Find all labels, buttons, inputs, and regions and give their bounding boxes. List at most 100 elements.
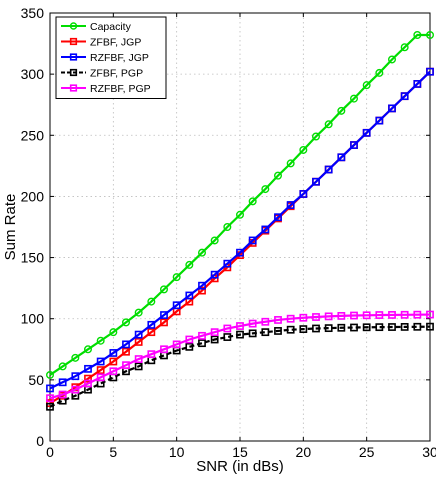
data-point bbox=[274, 316, 282, 324]
legend-entry: Capacity bbox=[61, 21, 132, 33]
data-point bbox=[172, 273, 181, 282]
data-point bbox=[337, 323, 346, 332]
data-point bbox=[350, 94, 359, 103]
y-tick-label: 250 bbox=[21, 127, 45, 143]
data-point bbox=[109, 357, 118, 366]
series-line bbox=[49, 313, 431, 400]
data-point bbox=[299, 145, 308, 154]
data-point bbox=[185, 342, 194, 351]
data-point bbox=[362, 311, 371, 320]
data-point bbox=[312, 313, 320, 321]
data-point bbox=[58, 378, 67, 387]
data-point bbox=[185, 291, 194, 300]
data-point bbox=[147, 350, 156, 359]
data-point bbox=[210, 335, 219, 344]
data-point bbox=[84, 379, 92, 388]
data-point bbox=[134, 338, 143, 346]
legend-entry: RZFBF, JGP bbox=[61, 52, 149, 64]
data-point bbox=[248, 197, 257, 206]
data-point bbox=[134, 362, 143, 371]
data-point bbox=[324, 165, 333, 174]
y-tick-label: 0 bbox=[36, 433, 44, 449]
data-point bbox=[350, 141, 358, 149]
legend-entry: RZFBF, PGP bbox=[61, 83, 151, 95]
data-point bbox=[96, 366, 105, 374]
data-point bbox=[362, 81, 371, 90]
data-point bbox=[109, 328, 118, 337]
data-point bbox=[109, 349, 118, 357]
data-point bbox=[286, 314, 295, 323]
data-point bbox=[197, 248, 206, 257]
data-point bbox=[198, 331, 206, 340]
data-point bbox=[134, 355, 143, 363]
data-point bbox=[58, 390, 67, 399]
data-point bbox=[210, 236, 219, 245]
data-point bbox=[286, 159, 295, 168]
data-point bbox=[388, 104, 396, 113]
data-point bbox=[236, 330, 244, 339]
data-point bbox=[248, 236, 257, 245]
data-point bbox=[160, 318, 168, 327]
y-tick-label: 100 bbox=[21, 311, 45, 327]
data-point bbox=[236, 248, 244, 257]
series-layer bbox=[46, 31, 435, 411]
data-point bbox=[413, 80, 422, 88]
data-point bbox=[71, 353, 80, 362]
data-point bbox=[299, 325, 308, 334]
y-tick-label: 350 bbox=[21, 5, 45, 21]
legend-swatch-marker bbox=[69, 22, 78, 30]
data-point bbox=[223, 222, 232, 231]
x-tick-label: 20 bbox=[296, 444, 312, 460]
data-point bbox=[46, 402, 54, 411]
legend-entry: ZFBF, PGP bbox=[61, 67, 143, 79]
data-point bbox=[350, 311, 358, 320]
data-point bbox=[400, 323, 409, 331]
data-point bbox=[426, 31, 435, 40]
data-point bbox=[236, 322, 244, 330]
data-point bbox=[286, 325, 295, 334]
series-rzfbf-pgp bbox=[46, 310, 434, 403]
series-capacity bbox=[46, 31, 435, 379]
y-tick-label: 50 bbox=[28, 372, 44, 388]
data-point bbox=[274, 327, 282, 335]
data-point bbox=[299, 190, 308, 198]
x-tick-label: 0 bbox=[46, 444, 54, 460]
data-point bbox=[426, 67, 434, 76]
data-point bbox=[58, 362, 67, 371]
data-point bbox=[324, 312, 333, 321]
y-tick-label: 300 bbox=[21, 66, 45, 82]
legend-label: RZFBF, JGP bbox=[90, 52, 149, 64]
series-line bbox=[49, 325, 431, 408]
data-point bbox=[71, 385, 80, 394]
data-point bbox=[185, 335, 194, 344]
data-point bbox=[337, 153, 346, 162]
data-point bbox=[388, 55, 397, 64]
data-point bbox=[312, 177, 320, 186]
data-point bbox=[96, 373, 105, 382]
data-point bbox=[172, 301, 181, 310]
data-point bbox=[324, 324, 333, 333]
x-tick-label: 10 bbox=[169, 444, 185, 460]
legend-label: RZFBF, PGP bbox=[90, 83, 151, 95]
data-point bbox=[185, 260, 194, 269]
data-point bbox=[210, 270, 219, 279]
data-point bbox=[362, 128, 371, 137]
data-point bbox=[223, 333, 232, 341]
data-point bbox=[96, 336, 105, 345]
data-point bbox=[172, 340, 181, 349]
data-point bbox=[122, 340, 130, 349]
data-point bbox=[274, 213, 282, 222]
data-point bbox=[375, 116, 384, 125]
data-point bbox=[46, 370, 55, 379]
data-point bbox=[350, 323, 358, 332]
data-point bbox=[46, 394, 54, 403]
data-point bbox=[83, 345, 92, 354]
legend-label: Capacity bbox=[90, 21, 132, 33]
data-point bbox=[261, 328, 270, 337]
data-point bbox=[400, 92, 409, 101]
x-tick-label: 5 bbox=[109, 444, 117, 460]
data-point bbox=[426, 322, 434, 331]
data-point bbox=[324, 120, 333, 129]
